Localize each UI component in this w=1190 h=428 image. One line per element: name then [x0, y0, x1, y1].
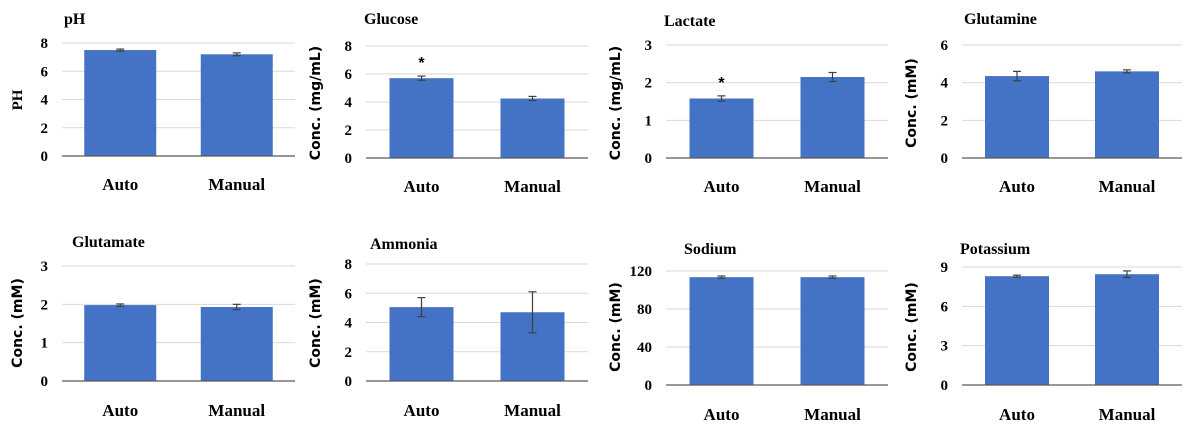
y-tick-label: 0: [41, 374, 49, 390]
significance-marker: *: [418, 55, 425, 72]
bar-auto: [84, 50, 157, 156]
chart-title: Lactate: [664, 13, 716, 30]
y-tick-label: 1: [41, 336, 49, 352]
bar-auto: [985, 76, 1049, 158]
y-axis-label: Conc. (mM): [10, 278, 26, 368]
bar-auto: [84, 305, 157, 381]
y-tick-label: 6: [941, 38, 949, 54]
y-axis-label: Conc. (mM): [904, 58, 920, 148]
chart-title: Glucose: [364, 11, 418, 28]
bar-manual: [500, 98, 565, 158]
x-tick-label: Manual: [804, 177, 861, 196]
bar-auto: [689, 98, 754, 158]
x-tick-label: Manual: [504, 177, 561, 196]
y-tick-label: 6: [345, 286, 353, 302]
y-axis-label: Conc. (mM): [308, 278, 324, 368]
chart-panel-potassium: 0 3 6 9 Auto Manual Potassium Conc. (mM): [904, 241, 1182, 424]
y-tick-label: 0: [345, 151, 353, 167]
y-tick-label: 0: [941, 151, 949, 167]
y-tick-label: 4: [345, 316, 353, 332]
bar-manual: [1095, 274, 1159, 385]
bar-manual: [200, 54, 273, 156]
x-tick-label: Auto: [999, 405, 1035, 424]
chart-panel-glutamine: 0 2 4 6 Auto Manual Glutamine Conc. (mM): [904, 11, 1182, 196]
bar-auto: [689, 277, 754, 385]
y-tick-label: 1: [645, 113, 653, 129]
bar-manual: [1095, 71, 1159, 158]
y-tick-label: 0: [941, 378, 949, 394]
y-tick-label: 40: [637, 340, 652, 356]
chart-title: Glutamate: [72, 234, 145, 251]
bar-manual: [800, 277, 865, 385]
y-tick-label: 0: [345, 374, 353, 390]
y-tick-label: 4: [41, 93, 49, 109]
y-axis-label: Conc. (mM): [904, 282, 920, 372]
y-tick-label: 8: [41, 36, 49, 52]
x-tick-label: Manual: [1099, 405, 1156, 424]
y-tick-label: 3: [41, 259, 49, 275]
bar-auto: [985, 276, 1049, 385]
bar-auto: [389, 78, 454, 158]
y-tick-label: 80: [637, 302, 652, 318]
x-tick-label: Manual: [504, 401, 561, 420]
y-tick-label: 3: [941, 339, 949, 355]
chart-panel-sodium: 0 40 80 120 Auto Manual Sodium Conc. (mM): [608, 241, 888, 424]
y-tick-label: 2: [41, 121, 49, 137]
y-tick-label: 120: [630, 264, 653, 280]
y-tick-label: 0: [41, 149, 49, 165]
y-tick-label: 2: [41, 297, 49, 313]
chart-panel-glutamate: 0 1 2 3 Auto Manual Glutamate Conc. (mM): [10, 234, 295, 420]
y-tick-label: 6: [941, 299, 949, 315]
chart-panel-lactate: 0 1 2 3 * Auto Manual Lactate Conc. (mg/mL): [608, 13, 888, 196]
y-axis-label: Conc. (mg/mL): [308, 46, 324, 160]
x-tick-label: Manual: [208, 175, 265, 194]
chart-panel-glucose: 0 2 4 6 8 * Auto Manual Glucose Conc. (mg/mL): [308, 11, 588, 196]
chart-title: Sodium: [684, 241, 737, 258]
y-tick-label: 0: [645, 378, 653, 394]
y-tick-label: 9: [941, 260, 949, 276]
y-tick-label: 8: [345, 39, 353, 55]
y-tick-label: 4: [941, 76, 949, 92]
y-tick-label: 0: [645, 151, 653, 167]
y-tick-label: 6: [345, 67, 353, 83]
x-tick-label: Manual: [804, 405, 861, 424]
x-tick-label: Auto: [404, 401, 440, 420]
chart-title: Ammonia: [370, 236, 438, 253]
bar-manual: [800, 77, 865, 158]
chart-title: Potassium: [960, 241, 1031, 258]
x-tick-label: Auto: [102, 175, 138, 194]
y-tick-label: 2: [345, 345, 353, 361]
x-tick-label: Auto: [102, 401, 138, 420]
y-tick-label: 2: [345, 123, 353, 139]
x-tick-label: Manual: [208, 401, 265, 420]
y-tick-label: 8: [345, 257, 353, 273]
chart-title: pH: [64, 11, 86, 28]
x-tick-label: Auto: [704, 405, 740, 424]
y-tick-label: 2: [645, 76, 653, 92]
x-tick-label: Auto: [999, 177, 1035, 196]
y-axis-label: PH: [10, 89, 26, 110]
chart-panel-ammonia: 0 2 4 6 8 Auto Manual Ammonia Conc. (mM): [308, 236, 588, 420]
y-axis-label: Conc. (mM): [608, 282, 624, 372]
y-tick-label: 6: [41, 64, 49, 80]
y-tick-label: 4: [345, 95, 353, 111]
y-axis-label: Conc. (mg/mL): [608, 46, 624, 160]
x-tick-label: Manual: [1099, 177, 1156, 196]
bar-auto: [389, 307, 454, 381]
significance-marker: *: [718, 75, 725, 92]
x-tick-label: Auto: [704, 177, 740, 196]
chart-title: Glutamine: [964, 11, 1037, 28]
chart-panel-ph: 0 2 4 6 8 Auto Manual pH PH: [10, 11, 295, 194]
x-tick-label: Auto: [404, 177, 440, 196]
y-tick-label: 2: [941, 113, 949, 129]
bar-manual: [200, 307, 273, 381]
y-tick-label: 3: [645, 38, 653, 54]
